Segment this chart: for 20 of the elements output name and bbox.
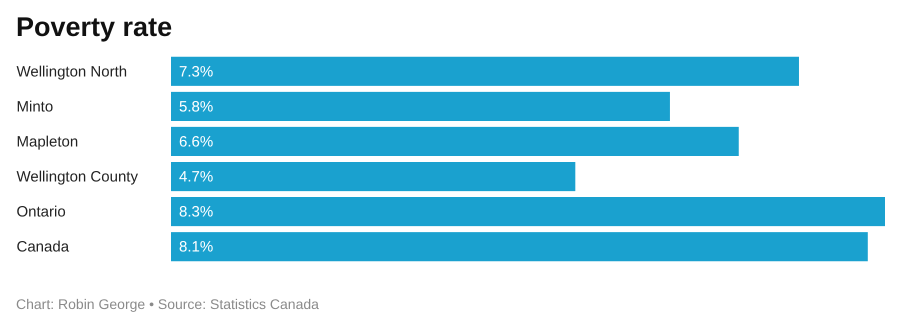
- data-label: 5.8%: [179, 98, 214, 116]
- bar: [171, 232, 868, 262]
- bar: [171, 197, 885, 226]
- bar: [171, 56, 799, 86]
- bar: [171, 162, 576, 192]
- data-label: 6.6%: [179, 133, 214, 150]
- y-tick-label: Minto: [16, 98, 54, 116]
- data-label: 8.1%: [179, 238, 214, 256]
- bar: [171, 126, 739, 156]
- bar: [171, 92, 670, 121]
- data-label: 8.3%: [179, 204, 214, 221]
- data-label: 7.3%: [179, 63, 214, 80]
- y-tick-label: Wellington North: [16, 63, 128, 80]
- y-tick-label: Mapleton: [16, 133, 78, 150]
- y-tick-label: Wellington County: [16, 168, 138, 186]
- data-label: 4.7%: [179, 168, 214, 186]
- y-tick-label: Ontario: [16, 204, 66, 221]
- text: Chart: Robin George • Source: Statistics Canada: [16, 296, 319, 312]
- y-tick-label: Canada: [16, 238, 70, 256]
- chart-title: Poverty rate: [16, 12, 172, 42]
